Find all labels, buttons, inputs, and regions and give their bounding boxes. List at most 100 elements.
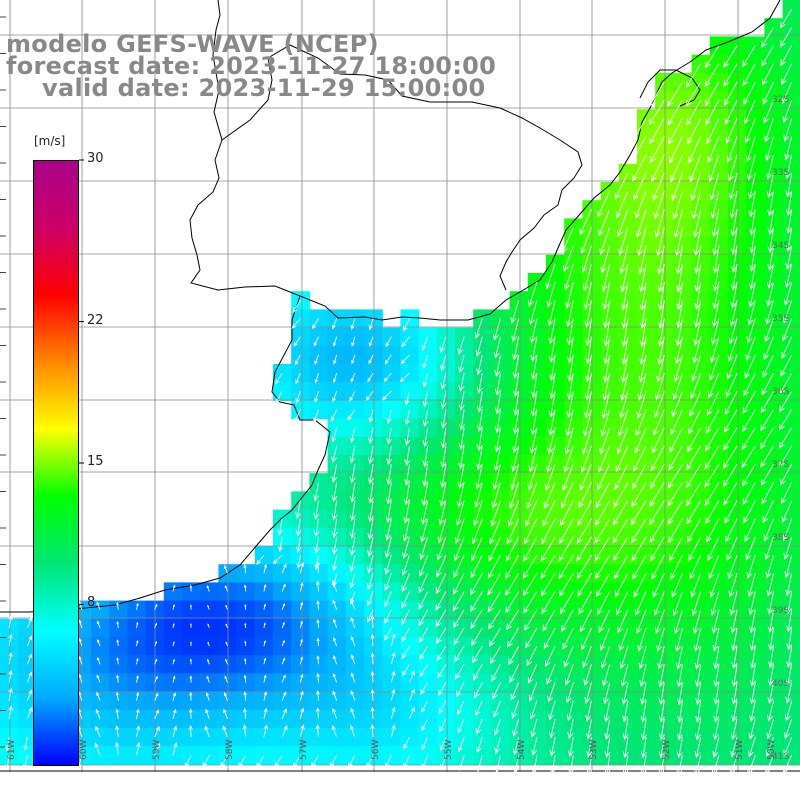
wind-arrow — [705, 500, 720, 525]
wind-arrow — [656, 336, 665, 365]
wind-cell — [273, 728, 292, 747]
wind-arrow — [632, 463, 647, 490]
wind-arrow — [767, 664, 774, 687]
wind-arrow — [675, 245, 683, 275]
wind-arrow — [136, 639, 139, 647]
wind-arrow — [778, 409, 793, 431]
wind-arrow — [386, 464, 392, 486]
wind-arrow — [390, 651, 396, 665]
wind-arrow — [748, 191, 756, 218]
wind-arrow — [476, 427, 483, 452]
wind-arrow — [349, 518, 356, 540]
longitude-label: 59W — [152, 740, 162, 760]
wind-arrow — [636, 609, 647, 634]
wind-arrow — [695, 682, 702, 706]
wind-arrow — [710, 318, 720, 346]
wind-arrow — [784, 263, 793, 289]
wind-arrow — [505, 554, 520, 579]
wind-arrow — [731, 700, 738, 723]
wind-cell — [163, 746, 183, 765]
wind-arrow — [695, 700, 702, 723]
wind-arrow — [476, 445, 483, 471]
wind-arrow — [458, 427, 465, 451]
wind-arrow — [559, 500, 574, 527]
wind-arrow — [529, 318, 538, 344]
wind-arrow — [299, 601, 304, 610]
wind-cell — [327, 600, 347, 620]
wind-arrow — [281, 602, 286, 610]
wind-arrow — [8, 615, 13, 628]
wind-arrow — [597, 190, 611, 218]
latitude-label: 37S — [772, 460, 789, 470]
wind-arrow — [455, 500, 465, 527]
wind-arrow — [653, 391, 665, 419]
wind-arrow — [458, 354, 465, 374]
wind-cell — [382, 728, 401, 747]
longitude-label: 60W — [79, 740, 89, 760]
wind-arrow — [402, 518, 410, 543]
wind-cell — [109, 637, 128, 656]
wind-arrow — [332, 599, 338, 610]
wind-arrow — [691, 591, 702, 617]
wind-arrow — [263, 724, 269, 738]
wind-cell — [254, 691, 274, 711]
wind-arrow — [349, 464, 356, 484]
wind-arrow — [436, 627, 447, 645]
wind-arrow — [676, 263, 683, 293]
wind-arrow — [244, 622, 247, 628]
wind-cell — [327, 691, 347, 711]
wind-arrow — [765, 755, 774, 775]
wind-arrow — [404, 427, 411, 446]
wind-arrow — [730, 227, 738, 255]
wind-arrow — [622, 718, 629, 741]
wind-arrow — [457, 464, 465, 489]
wind-arrow — [671, 573, 683, 598]
wind-arrow — [566, 391, 574, 419]
wind-cell — [327, 673, 347, 693]
wind-arrow — [456, 482, 465, 508]
wind-arrow — [671, 391, 683, 418]
wind-arrow — [154, 742, 161, 756]
wind-cell — [345, 691, 365, 711]
colorbar-tick-label: 30 — [87, 151, 104, 166]
wind-arrow — [562, 627, 574, 650]
wind-arrow — [384, 627, 392, 641]
wind-cell — [364, 618, 383, 638]
wind-arrow — [749, 646, 756, 669]
wind-arrow — [222, 725, 228, 738]
wind-cell — [291, 673, 310, 693]
wind-cell — [236, 691, 256, 711]
wind-arrow — [315, 707, 320, 719]
wind-cell — [109, 618, 128, 638]
wind-arrow — [275, 372, 283, 385]
wind-arrow — [404, 464, 411, 487]
wind-arrow — [747, 755, 756, 776]
wind-arrow — [295, 518, 302, 537]
wind-arrow — [439, 718, 447, 733]
wind-arrow — [637, 627, 647, 652]
wind-arrow — [522, 554, 538, 580]
wind-arrow — [548, 700, 556, 721]
wind-arrow — [786, 609, 793, 633]
wind-arrow — [620, 373, 629, 402]
wind-arrow — [545, 645, 556, 668]
wind-arrow — [745, 136, 756, 163]
wind-arrow — [549, 755, 556, 775]
wind-arrow — [619, 391, 629, 419]
wind-arrow — [577, 500, 592, 527]
wind-arrow — [767, 191, 774, 217]
wind-arrow — [559, 591, 574, 615]
wind-arrow — [767, 209, 774, 235]
wind-arrow — [548, 718, 556, 739]
wind-arrow — [602, 282, 611, 311]
wind-cell — [291, 655, 310, 674]
wind-arrow — [136, 621, 139, 628]
wind-arrow — [491, 664, 501, 682]
wind-arrow — [172, 692, 176, 701]
wind-arrow — [367, 372, 374, 383]
wind-arrow — [136, 691, 140, 701]
wind-cell — [127, 691, 147, 711]
wind-arrow — [619, 245, 629, 275]
wind-arrow — [422, 464, 429, 488]
coastline-lagoon — [221, 44, 583, 291]
